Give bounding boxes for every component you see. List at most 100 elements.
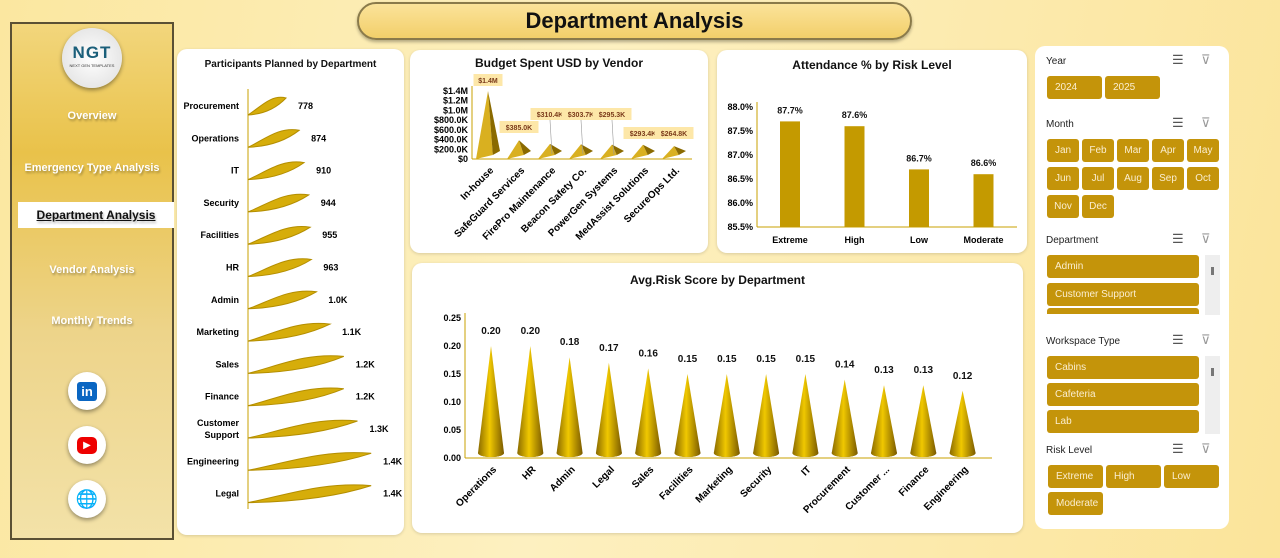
leader-line — [549, 119, 553, 154]
bar — [517, 346, 544, 457]
department-scrollbar[interactable] — [1205, 255, 1220, 315]
chart-svg: Procurement 778 Operations 874 IT 910 Security… — [183, 89, 403, 509]
year-multiselect-icon[interactable]: ☰ — [1172, 52, 1184, 67]
bar — [831, 379, 858, 457]
month-option[interactable]: Mar — [1117, 139, 1149, 162]
risk-clear-filter-icon[interactable]: ⊽ — [1201, 441, 1211, 456]
workspace-slicer-title: Workspace Type — [1046, 336, 1121, 347]
year-clear-filter-icon[interactable]: ⊽ — [1201, 52, 1211, 67]
y-tick-label: 0.20 — [443, 341, 461, 351]
year-option[interactable]: 2025 — [1105, 76, 1160, 99]
month-option[interactable]: Feb — [1082, 139, 1114, 162]
nav-emergency-type-analysis[interactable]: Emergency Type Analysis — [24, 162, 160, 174]
bar — [631, 144, 648, 159]
website-button[interactable]: 🌐 — [68, 480, 106, 518]
youtube-button[interactable]: ▶ — [68, 426, 106, 464]
data-label: 1.4K — [383, 456, 403, 466]
category-label: Facilities — [200, 230, 239, 240]
x-tick-label: Operations — [454, 464, 499, 509]
nav-overview[interactable]: Overview — [67, 110, 117, 122]
data-label: 1.4K — [383, 489, 403, 499]
data-label: $385.0K — [506, 125, 532, 132]
month-option[interactable]: Dec — [1082, 195, 1114, 218]
bar — [909, 169, 929, 227]
month-option[interactable]: Jan — [1047, 139, 1079, 162]
bar — [595, 362, 622, 457]
data-label: $1.4M — [478, 78, 498, 85]
department-option-partial[interactable] — [1047, 308, 1199, 314]
category-label: Legal — [215, 489, 239, 499]
bar — [247, 322, 332, 342]
data-label: 0.12 — [953, 371, 973, 382]
bar — [247, 452, 372, 471]
chart-svg: $0$200.0K$400.0K$600.0K$800.0K$1.0M$1.2M… — [434, 74, 694, 243]
bar-side — [550, 143, 562, 155]
y-tick-label: 0.05 — [443, 425, 461, 435]
bar — [713, 374, 740, 457]
bar — [973, 174, 994, 227]
month-option[interactable]: Jul — [1082, 167, 1114, 190]
x-tick-label: Marketing — [694, 464, 735, 505]
bar — [538, 143, 555, 159]
data-label: $293.4K — [630, 131, 656, 138]
data-label: 86.6% — [971, 158, 997, 168]
department-option[interactable]: Admin — [1047, 255, 1199, 278]
x-tick-label: IT — [799, 464, 813, 478]
bar — [600, 144, 617, 159]
month-option[interactable]: Jun — [1047, 167, 1079, 190]
linkedin-button[interactable]: in — [68, 372, 106, 410]
month-option[interactable]: Apr — [1152, 139, 1184, 162]
workspace-scrollbar[interactable] — [1205, 356, 1220, 434]
month-option[interactable]: Sep — [1152, 167, 1184, 190]
workspace-option[interactable]: Cabins — [1047, 356, 1199, 379]
workspace-multiselect-icon[interactable]: ☰ — [1172, 332, 1184, 347]
data-label: $264.8K — [661, 131, 687, 138]
bar — [247, 484, 372, 504]
data-label: 778 — [298, 101, 313, 111]
nav-department-analysis[interactable]: Department Analysis — [18, 202, 174, 228]
y-tick-label: 0.10 — [443, 397, 461, 407]
workspace-option[interactable]: Lab — [1047, 410, 1199, 433]
data-label-bg — [530, 108, 570, 120]
department-option[interactable]: Customer Support — [1047, 283, 1199, 306]
y-tick-label: $0 — [458, 154, 468, 164]
x-tick-label: SecureOps Ltd. — [622, 165, 682, 225]
category-label: Finance — [205, 392, 239, 402]
month-option[interactable]: Aug — [1117, 167, 1149, 190]
data-label: 87.7% — [777, 105, 803, 115]
data-label: 0.16 — [638, 348, 658, 359]
chart-svg: 85.5% 86.0% 86.5% 87.0% 87.5% 88.0% 87.7% Extre… — [727, 102, 1017, 245]
department-multiselect-icon[interactable]: ☰ — [1172, 231, 1184, 246]
risk-option[interactable]: Low — [1164, 465, 1219, 488]
chart-title: Avg.Risk Score by Department — [630, 273, 805, 287]
data-label: 0.14 — [835, 360, 855, 371]
month-clear-filter-icon[interactable]: ⊽ — [1201, 115, 1211, 130]
y-tick-label: 86.0% — [727, 198, 753, 208]
bar — [247, 129, 301, 148]
workspace-clear-filter-icon[interactable]: ⊽ — [1201, 332, 1211, 347]
chart-title: Attendance % by Risk Level — [792, 58, 952, 72]
month-multiselect-icon[interactable]: ☰ — [1172, 115, 1184, 130]
risk-option[interactable]: High — [1106, 465, 1161, 488]
data-label: $303.7K — [568, 112, 594, 119]
department-clear-filter-icon[interactable]: ⊽ — [1201, 231, 1211, 246]
nav-vendor-analysis[interactable]: Vendor Analysis — [49, 264, 135, 276]
risk-multiselect-icon[interactable]: ☰ — [1172, 441, 1184, 456]
y-tick-label: 87.5% — [727, 126, 753, 136]
x-tick-label: HR — [520, 464, 539, 483]
year-option[interactable]: 2024 — [1047, 76, 1102, 99]
data-label: 1.3K — [369, 424, 389, 434]
month-option[interactable]: May — [1187, 139, 1219, 162]
data-label: $295.3K — [599, 112, 625, 119]
risk-option[interactable]: Extreme — [1048, 465, 1103, 488]
category-label: IT — [231, 166, 240, 176]
nav-monthly-trends[interactable]: Monthly Trends — [51, 315, 133, 327]
workspace-option[interactable]: Cafeteria — [1047, 383, 1199, 406]
month-option[interactable]: Nov — [1047, 195, 1079, 218]
bar — [674, 374, 701, 457]
month-option[interactable]: Oct — [1187, 167, 1219, 190]
y-tick-label: $400.0K — [434, 135, 469, 145]
risk-option[interactable]: Moderate — [1048, 492, 1103, 515]
category-label: Admin — [211, 295, 239, 305]
y-tick-label: 0.15 — [443, 369, 461, 379]
